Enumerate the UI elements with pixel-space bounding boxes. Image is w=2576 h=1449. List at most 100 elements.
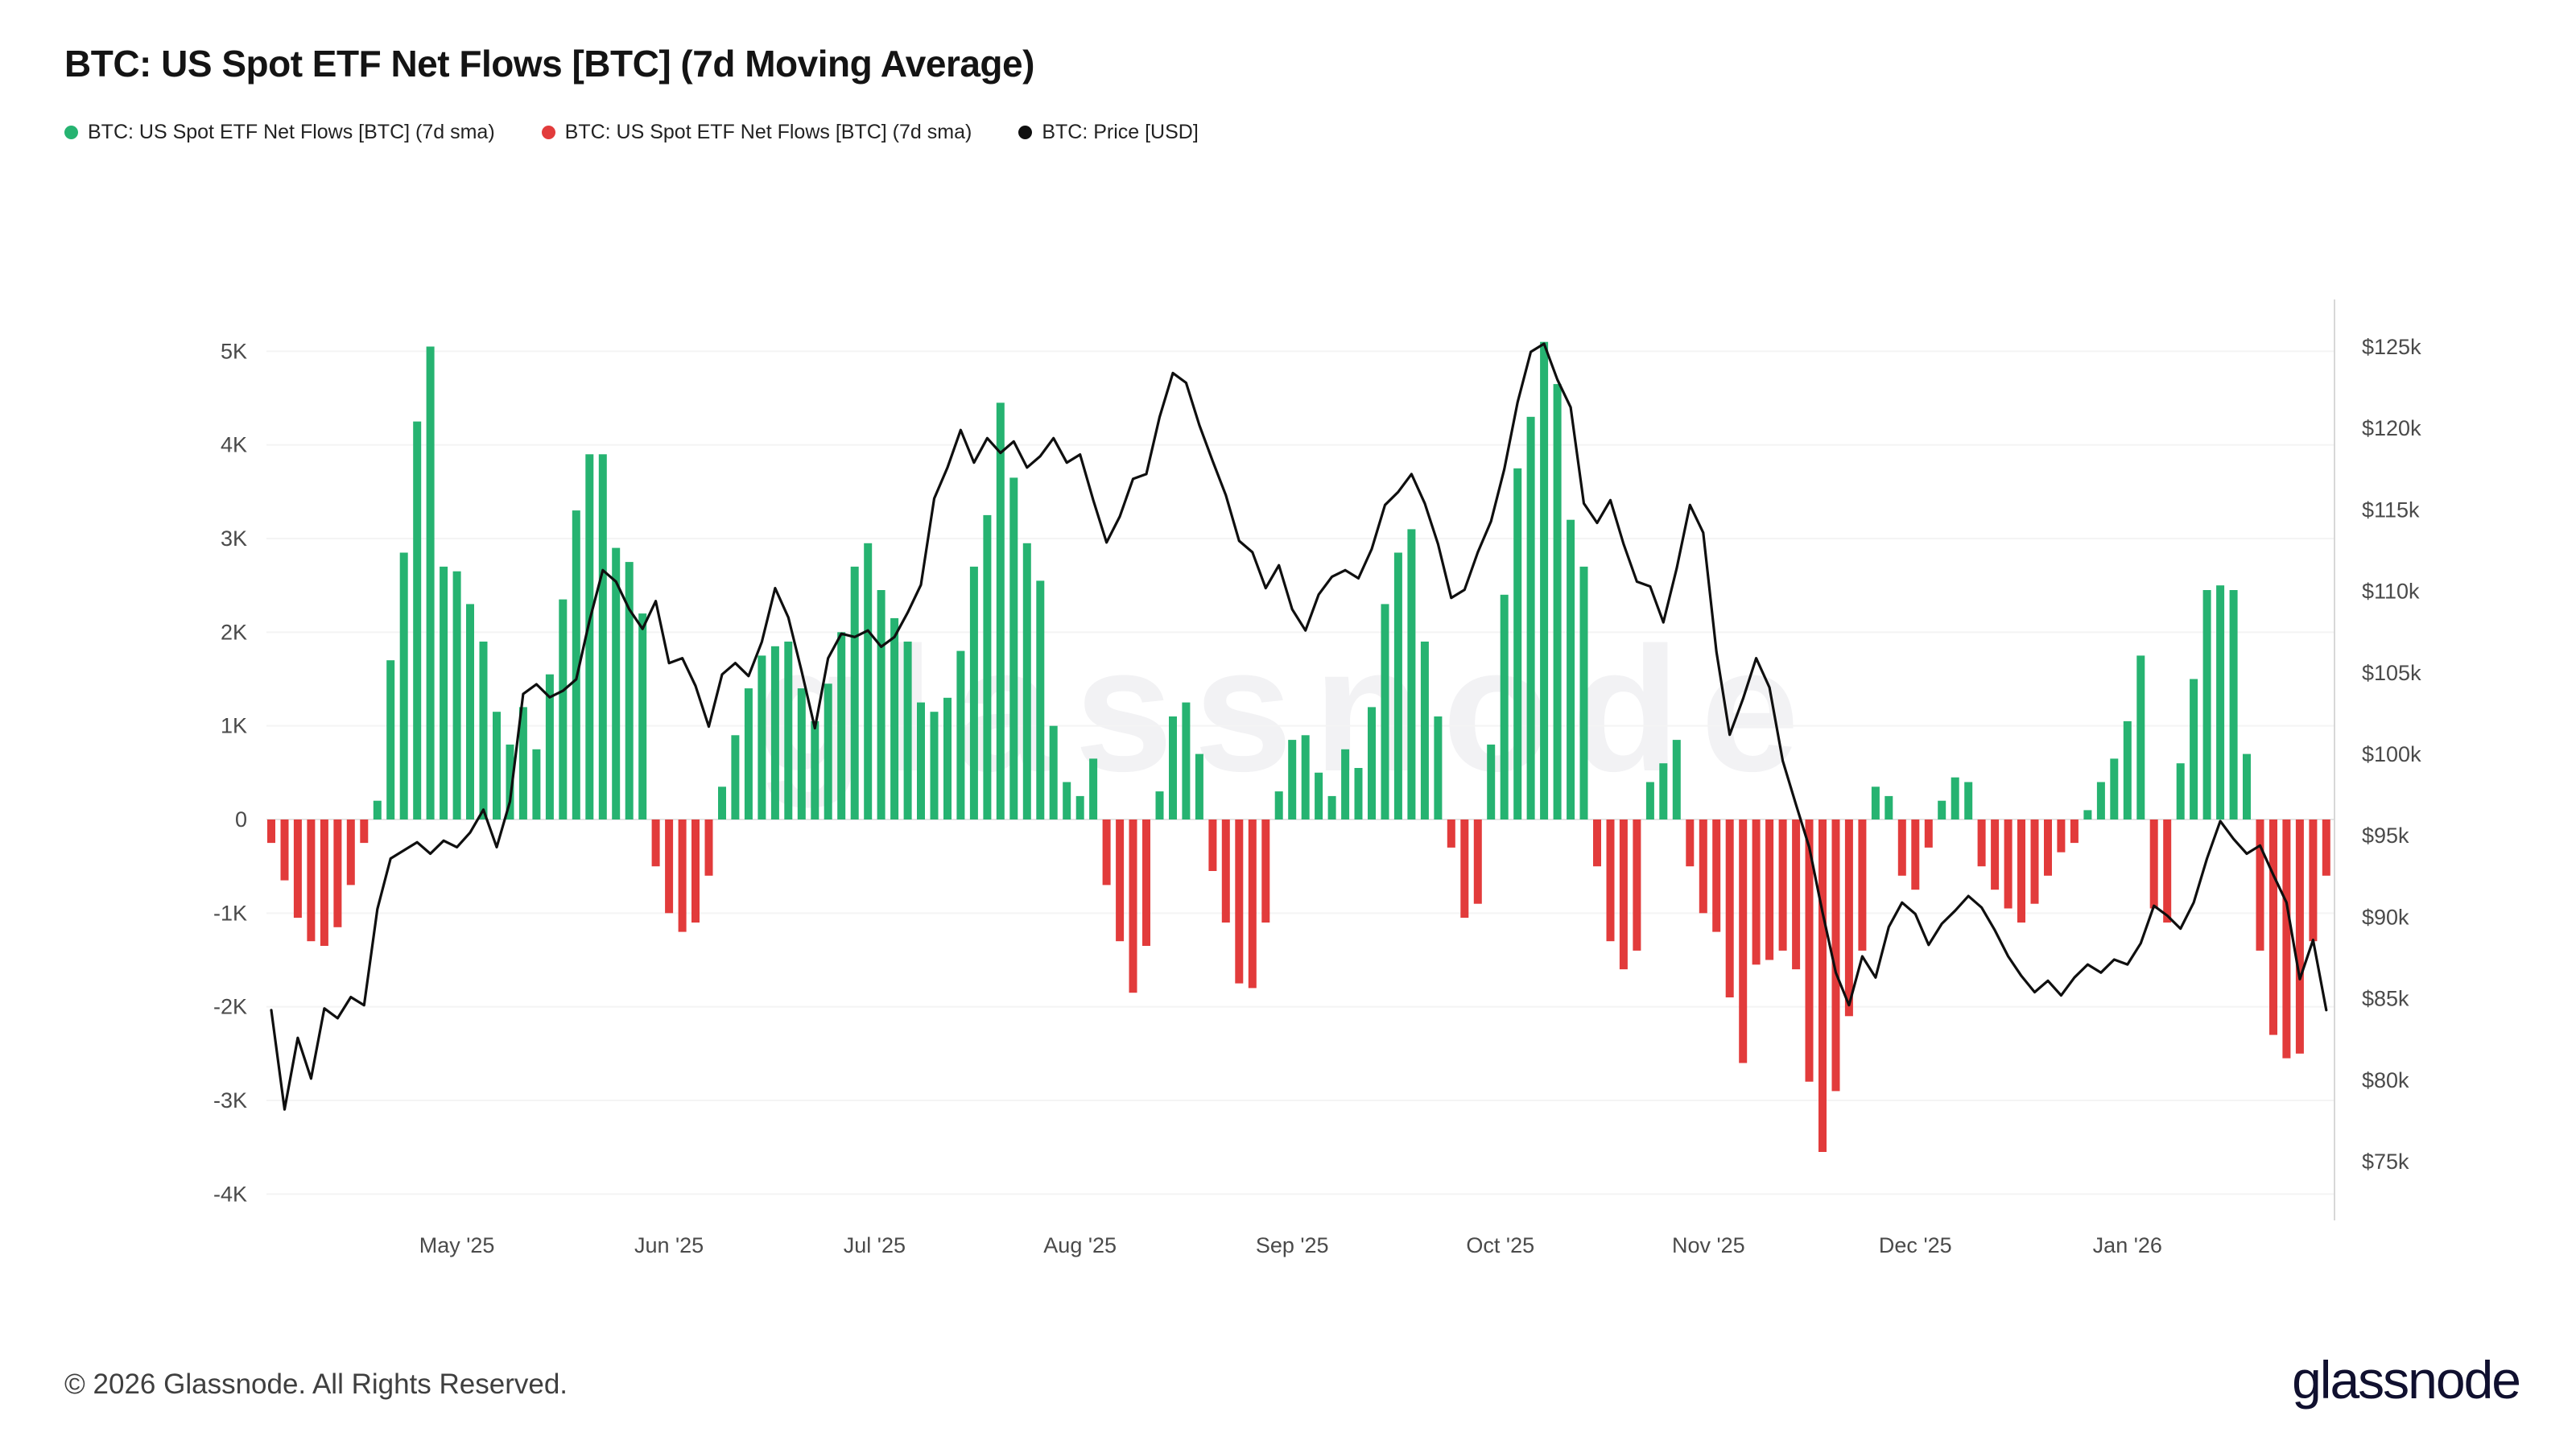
flow-bar — [320, 819, 328, 946]
flow-bar — [1142, 819, 1150, 946]
flow-bar — [1977, 819, 1986, 867]
legend-red-dot-icon — [541, 126, 555, 139]
flow-bar — [1924, 819, 1933, 848]
flow-bar — [1553, 384, 1562, 820]
flow-bar — [1022, 543, 1031, 819]
flow-bar — [1818, 819, 1827, 1152]
flow-bar — [1129, 819, 1137, 993]
flow-bar — [440, 566, 448, 819]
flow-bar — [1341, 749, 1350, 819]
flow-bar — [373, 800, 382, 819]
x-axis-label: Aug '25 — [1043, 1233, 1117, 1257]
legend-label: BTC: US Spot ETF Net Flows [BTC] (7d sma… — [88, 121, 495, 143]
flow-bar — [2096, 782, 2105, 819]
flow-bar — [1049, 725, 1058, 819]
flow-bar — [1885, 795, 1893, 819]
flow-bar — [1487, 744, 1496, 819]
flow-bar — [2149, 819, 2158, 909]
flow-bar — [2322, 819, 2330, 876]
flow-bar — [943, 697, 952, 819]
flow-bar — [1991, 819, 2000, 890]
price-line — [270, 342, 2328, 1111]
flow-bar — [850, 566, 859, 819]
flow-bar — [2309, 819, 2318, 942]
flow-bar — [1407, 529, 1416, 819]
flow-bar — [1089, 758, 1098, 819]
flow-bar — [1567, 519, 1575, 819]
flow-bar — [1368, 707, 1376, 819]
flow-bar — [1831, 819, 1840, 1092]
legend-green-dot-icon — [64, 126, 78, 139]
watermark: glassnode — [755, 610, 1821, 808]
flow-bar — [1102, 819, 1111, 886]
flow-bar — [280, 819, 289, 881]
flow-bar — [1778, 819, 1787, 951]
x-axis-label: Oct '25 — [1466, 1233, 1534, 1257]
flow-bar — [1327, 795, 1336, 819]
flow-bar — [2256, 819, 2264, 951]
flow-bar — [1235, 819, 1244, 984]
flow-bar — [1699, 819, 1707, 914]
flow-bar — [1897, 819, 1906, 876]
legend-item-price[interactable]: BTC: Price [USD] — [1018, 121, 1199, 144]
flow-bar — [2295, 819, 2304, 1054]
y-axis-right-label: $95k — [2362, 824, 2409, 848]
flow-bar — [466, 604, 474, 819]
flow-bar — [2243, 753, 2251, 819]
flow-bar — [2083, 810, 2092, 819]
flow-bar — [1659, 763, 1668, 819]
flow-bar — [1672, 740, 1681, 819]
y-axis-left-label: 1K — [221, 714, 247, 738]
x-axis-label: May '25 — [419, 1233, 495, 1257]
flow-bar — [493, 712, 501, 819]
y-axis-right-label: $125k — [2362, 335, 2421, 359]
flow-bar — [1712, 819, 1721, 932]
flow-bar — [2176, 763, 2185, 819]
x-axis-label: Sep '25 — [1256, 1233, 1329, 1257]
flow-bar — [1526, 416, 1535, 819]
flow-bar — [2216, 585, 2225, 819]
legend-item-netflows-negative[interactable]: BTC: US Spot ETF Net Flows [BTC] (7d sma… — [541, 121, 972, 144]
flow-bar — [2229, 590, 2238, 819]
flow-bar — [996, 402, 1005, 819]
flow-bar — [903, 642, 912, 819]
flow-bar — [1752, 819, 1761, 965]
flow-bar — [864, 543, 873, 819]
flow-bar — [2163, 819, 2172, 923]
flow-bar — [2057, 819, 2066, 852]
page-title: BTC: US Spot ETF Net Flows [BTC] (7d Mov… — [64, 43, 1034, 85]
flow-bar — [293, 819, 302, 919]
flow-bar — [545, 674, 554, 819]
flow-bar — [479, 642, 488, 819]
flow-bar — [744, 688, 753, 819]
flow-bar — [2070, 819, 2079, 844]
legend-label: BTC: Price [USD] — [1042, 121, 1199, 143]
y-axis-left-label: -2K — [213, 995, 247, 1019]
flow-bar — [1686, 819, 1695, 867]
x-axis-label: Dec '25 — [1879, 1233, 1952, 1257]
flow-bar — [1619, 819, 1628, 970]
y-axis-right-label: $80k — [2362, 1068, 2409, 1092]
flow-bar — [1169, 716, 1177, 819]
flow-bar — [2136, 655, 2145, 819]
y-axis-right-label: $85k — [2362, 987, 2409, 1011]
flow-bar — [1274, 791, 1283, 819]
flow-bar — [1208, 819, 1217, 871]
flow-bar — [625, 562, 634, 819]
flow-bar — [784, 642, 793, 819]
flow-bar — [930, 712, 939, 819]
flow-bar — [1739, 819, 1748, 1063]
y-axis-left-label: 3K — [221, 526, 247, 551]
flow-bar — [2044, 819, 2052, 876]
flow-bar — [665, 819, 674, 914]
flow-bar — [426, 346, 435, 819]
flow-bar — [691, 819, 700, 923]
flow-bar — [1858, 819, 1867, 951]
flow-bar — [1354, 768, 1363, 819]
y-axis-left-label: -3K — [213, 1088, 247, 1113]
flow-bar — [638, 613, 647, 819]
legend-item-netflows-positive[interactable]: BTC: US Spot ETF Net Flows [BTC] (7d sma… — [64, 121, 495, 144]
flow-bar — [1036, 580, 1045, 819]
flow-bar — [1182, 702, 1191, 819]
